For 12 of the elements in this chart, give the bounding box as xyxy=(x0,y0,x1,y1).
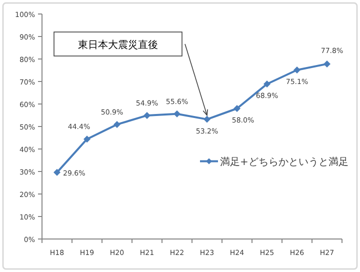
point xyxy=(294,66,300,74)
point xyxy=(204,116,210,123)
point xyxy=(114,120,120,128)
point xyxy=(264,80,270,88)
point xyxy=(234,105,240,112)
point xyxy=(324,60,330,68)
point xyxy=(84,136,90,143)
annotation: 東日本大震災直後 xyxy=(78,39,158,51)
legend-label: 満足+どちらかというと満足 xyxy=(220,156,348,168)
point xyxy=(174,110,180,118)
point xyxy=(54,168,60,176)
point xyxy=(144,112,150,119)
